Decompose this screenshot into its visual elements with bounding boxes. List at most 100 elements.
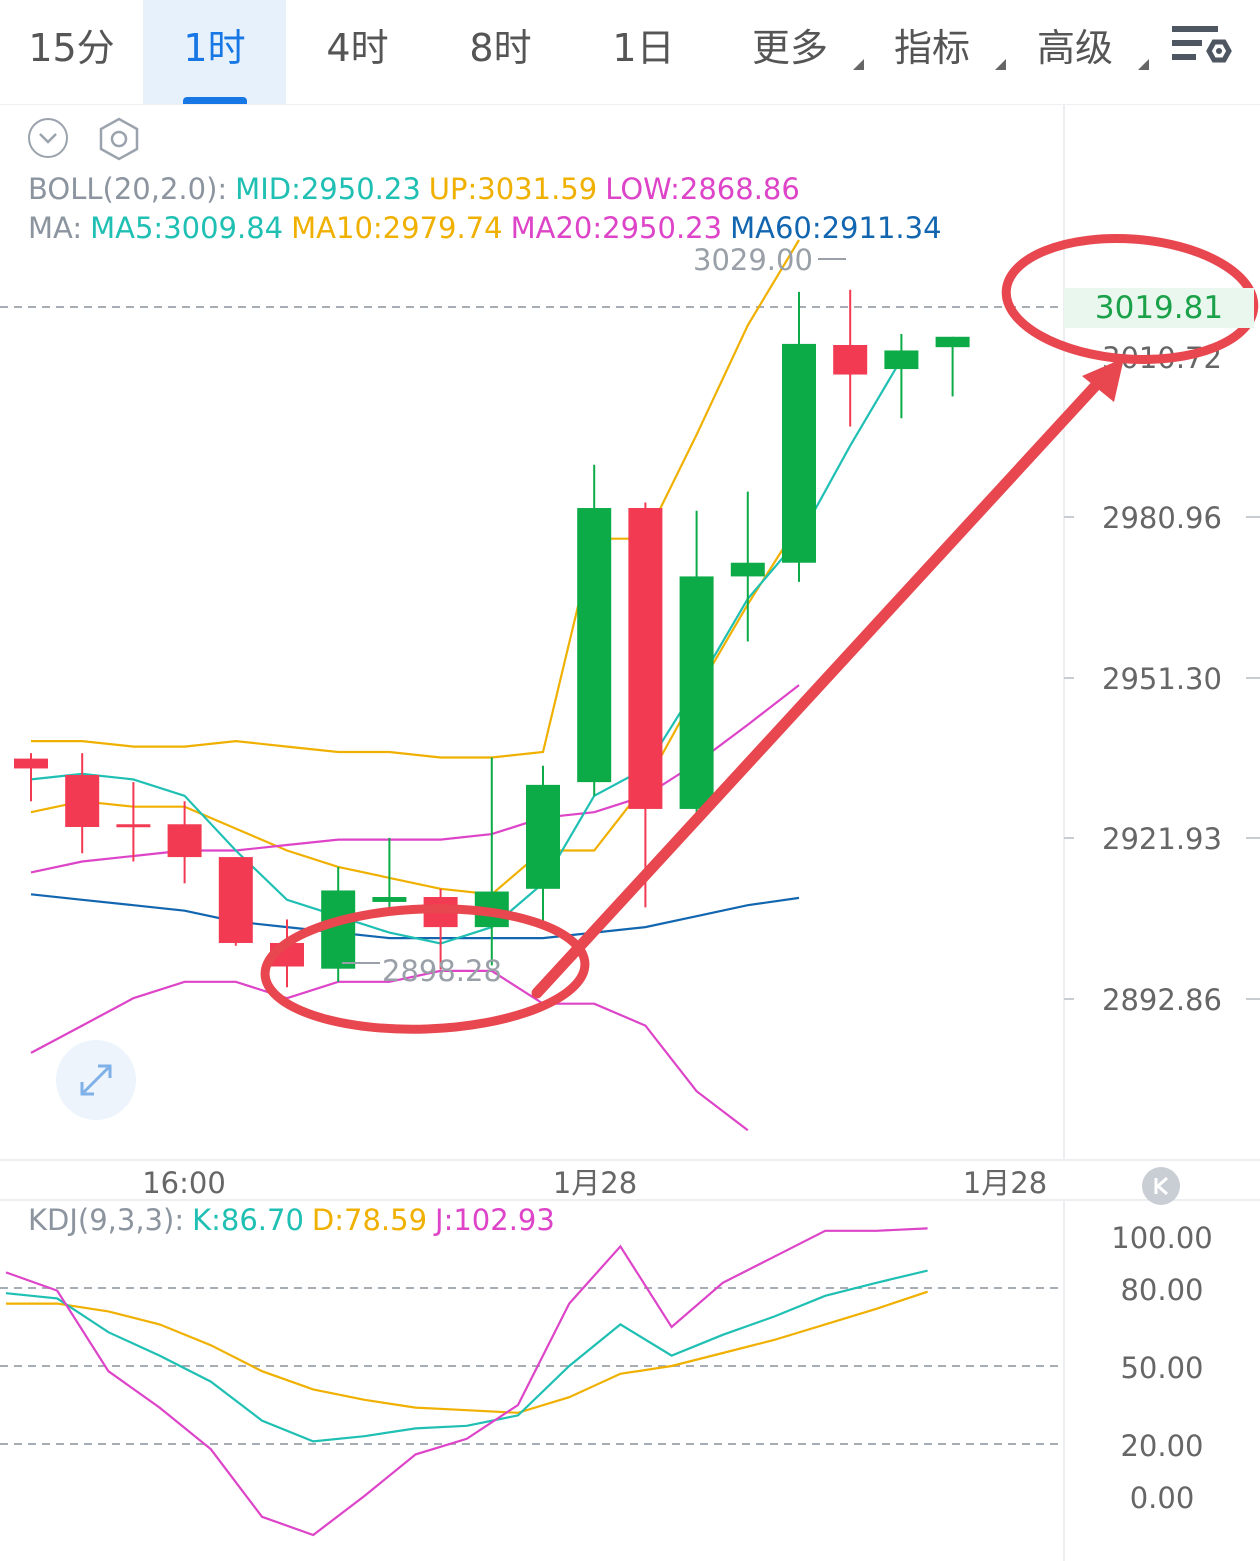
boll-label: BOLL(20,2.0): bbox=[28, 172, 228, 206]
candle-body bbox=[372, 897, 407, 902]
kdj-lines bbox=[5, 1227, 928, 1537]
candle-body bbox=[577, 508, 612, 783]
candle-body bbox=[14, 758, 48, 769]
tab-15min[interactable]: 15分 bbox=[0, 0, 143, 104]
candle bbox=[679, 510, 714, 824]
candle-body bbox=[116, 824, 151, 828]
boll-up-line bbox=[31, 239, 800, 759]
ma-indicator-line: MA: MA5:3009.84 MA10:2979.74 MA20:2950.23 MA… bbox=[28, 211, 950, 245]
kdj-j-value: J:102.93 bbox=[435, 1203, 555, 1237]
tab-more[interactable]: 更多 bbox=[730, 0, 864, 104]
kdj-axis-label: 50.00 bbox=[1120, 1351, 1203, 1385]
trend-arrow-annotation bbox=[531, 377, 1104, 999]
price-axis: 2980.96 2951.30 2921.93 2892.86 3010.72 bbox=[1064, 341, 1260, 1017]
tab-4h[interactable]: 4时 bbox=[286, 0, 429, 104]
ma10-value: MA10:2979.74 bbox=[291, 211, 503, 245]
candle bbox=[730, 491, 765, 642]
kdj-label: KDJ(9,3,3): bbox=[28, 1203, 185, 1237]
candle-body bbox=[730, 562, 765, 577]
kdj-axis-label: 20.00 bbox=[1120, 1429, 1203, 1463]
ma20-line bbox=[30, 684, 800, 874]
ma5-value: MA5:3009.84 bbox=[90, 211, 284, 245]
candle-body bbox=[321, 890, 356, 969]
dropdown-caret-icon bbox=[995, 59, 1006, 70]
candle bbox=[474, 757, 509, 966]
candle bbox=[423, 888, 458, 970]
ma-label: MA: bbox=[28, 211, 83, 245]
time-axis-label: 1月28 bbox=[963, 1166, 1047, 1200]
tab-indicators[interactable]: 指标 bbox=[872, 0, 1006, 104]
kdj-j-line bbox=[5, 1227, 928, 1537]
kline-toggle-button[interactable] bbox=[1142, 1167, 1180, 1205]
fullscreen-button[interactable] bbox=[56, 1040, 136, 1120]
hexagon-settings-icon[interactable] bbox=[96, 116, 142, 162]
candle-body bbox=[628, 508, 663, 809]
boll-mid-value: MID:2950.23 bbox=[235, 172, 421, 206]
candle bbox=[14, 753, 48, 802]
candle bbox=[628, 502, 663, 908]
chart-settings-icon[interactable] bbox=[1168, 20, 1232, 72]
candles bbox=[14, 289, 970, 988]
annotation-overlay bbox=[260, 234, 1259, 1034]
ma60-value: MA60:2911.34 bbox=[730, 211, 942, 245]
candle bbox=[833, 289, 868, 427]
candle bbox=[218, 857, 253, 946]
k-icon bbox=[1154, 1176, 1168, 1196]
time-axis-label: 1月28 bbox=[553, 1166, 637, 1200]
kdj-axis-label: 80.00 bbox=[1120, 1273, 1203, 1307]
ma60-line bbox=[30, 893, 800, 940]
kdj-axis-label: 100.00 bbox=[1111, 1221, 1212, 1255]
tab-label: 15分 bbox=[28, 26, 115, 70]
timeframe-tabbar: 15分 1时 4时 8时 1日 更多 指标 高级 bbox=[0, 0, 1260, 105]
high-price-label: 3029.00 bbox=[693, 243, 813, 277]
candle bbox=[372, 837, 407, 908]
tab-label: 高级 bbox=[1036, 26, 1113, 70]
tab-advanced[interactable]: 高级 bbox=[1015, 0, 1149, 104]
candle-body bbox=[526, 784, 560, 889]
boll-low-line bbox=[30, 969, 749, 1132]
boll-low-value: LOW:2868.86 bbox=[605, 172, 800, 206]
chevron-down-icon bbox=[39, 133, 57, 144]
candle-body bbox=[935, 336, 970, 348]
candle bbox=[577, 464, 612, 796]
tab-8h[interactable]: 8时 bbox=[429, 0, 572, 104]
expand-icon bbox=[80, 1064, 112, 1096]
kdj-axis-label: 0.00 bbox=[1130, 1481, 1195, 1515]
kdj-d-value: D:78.59 bbox=[311, 1203, 428, 1237]
candle-body bbox=[270, 942, 304, 967]
candle-body bbox=[167, 824, 202, 858]
candle bbox=[526, 765, 560, 922]
candle-body bbox=[782, 343, 816, 563]
tab-label: 4时 bbox=[326, 26, 389, 70]
boll-up-value: UP:3031.59 bbox=[428, 172, 598, 206]
ma20-value: MA20:2950.23 bbox=[510, 211, 723, 245]
low-circle-annotation bbox=[260, 904, 590, 1034]
active-tab-indicator bbox=[182, 97, 247, 104]
price-axis-label: 2980.96 bbox=[1102, 501, 1222, 535]
candle bbox=[116, 782, 151, 862]
tab-1d[interactable]: 1日 bbox=[572, 0, 715, 104]
price-axis-label: 2921.93 bbox=[1102, 822, 1222, 856]
collapse-indicator-button[interactable] bbox=[28, 118, 68, 158]
tab-1h[interactable]: 1时 bbox=[143, 0, 286, 104]
current-price-badge: 3019.81 bbox=[1064, 288, 1254, 328]
candle-body bbox=[474, 891, 509, 928]
price-axis-label: 2892.86 bbox=[1102, 983, 1222, 1017]
candle bbox=[884, 334, 919, 419]
candle-body bbox=[423, 897, 458, 928]
candle bbox=[167, 801, 202, 884]
candle bbox=[935, 336, 970, 397]
candle bbox=[65, 753, 100, 854]
price-axis-label: 2951.30 bbox=[1102, 662, 1222, 696]
candle-body bbox=[65, 775, 100, 827]
indicator-lines bbox=[30, 239, 903, 1132]
ma10-line bbox=[30, 523, 800, 896]
tab-label: 1时 bbox=[183, 26, 246, 70]
tab-label: 1日 bbox=[612, 26, 675, 70]
dropdown-caret-icon bbox=[1138, 59, 1149, 70]
kdj-d-line bbox=[6, 1290, 928, 1414]
time-axis-label: 16:00 bbox=[142, 1166, 226, 1200]
low-price-label: 2898.28 bbox=[382, 954, 502, 988]
ma5-line bbox=[30, 358, 903, 945]
tab-label: 指标 bbox=[893, 26, 970, 70]
